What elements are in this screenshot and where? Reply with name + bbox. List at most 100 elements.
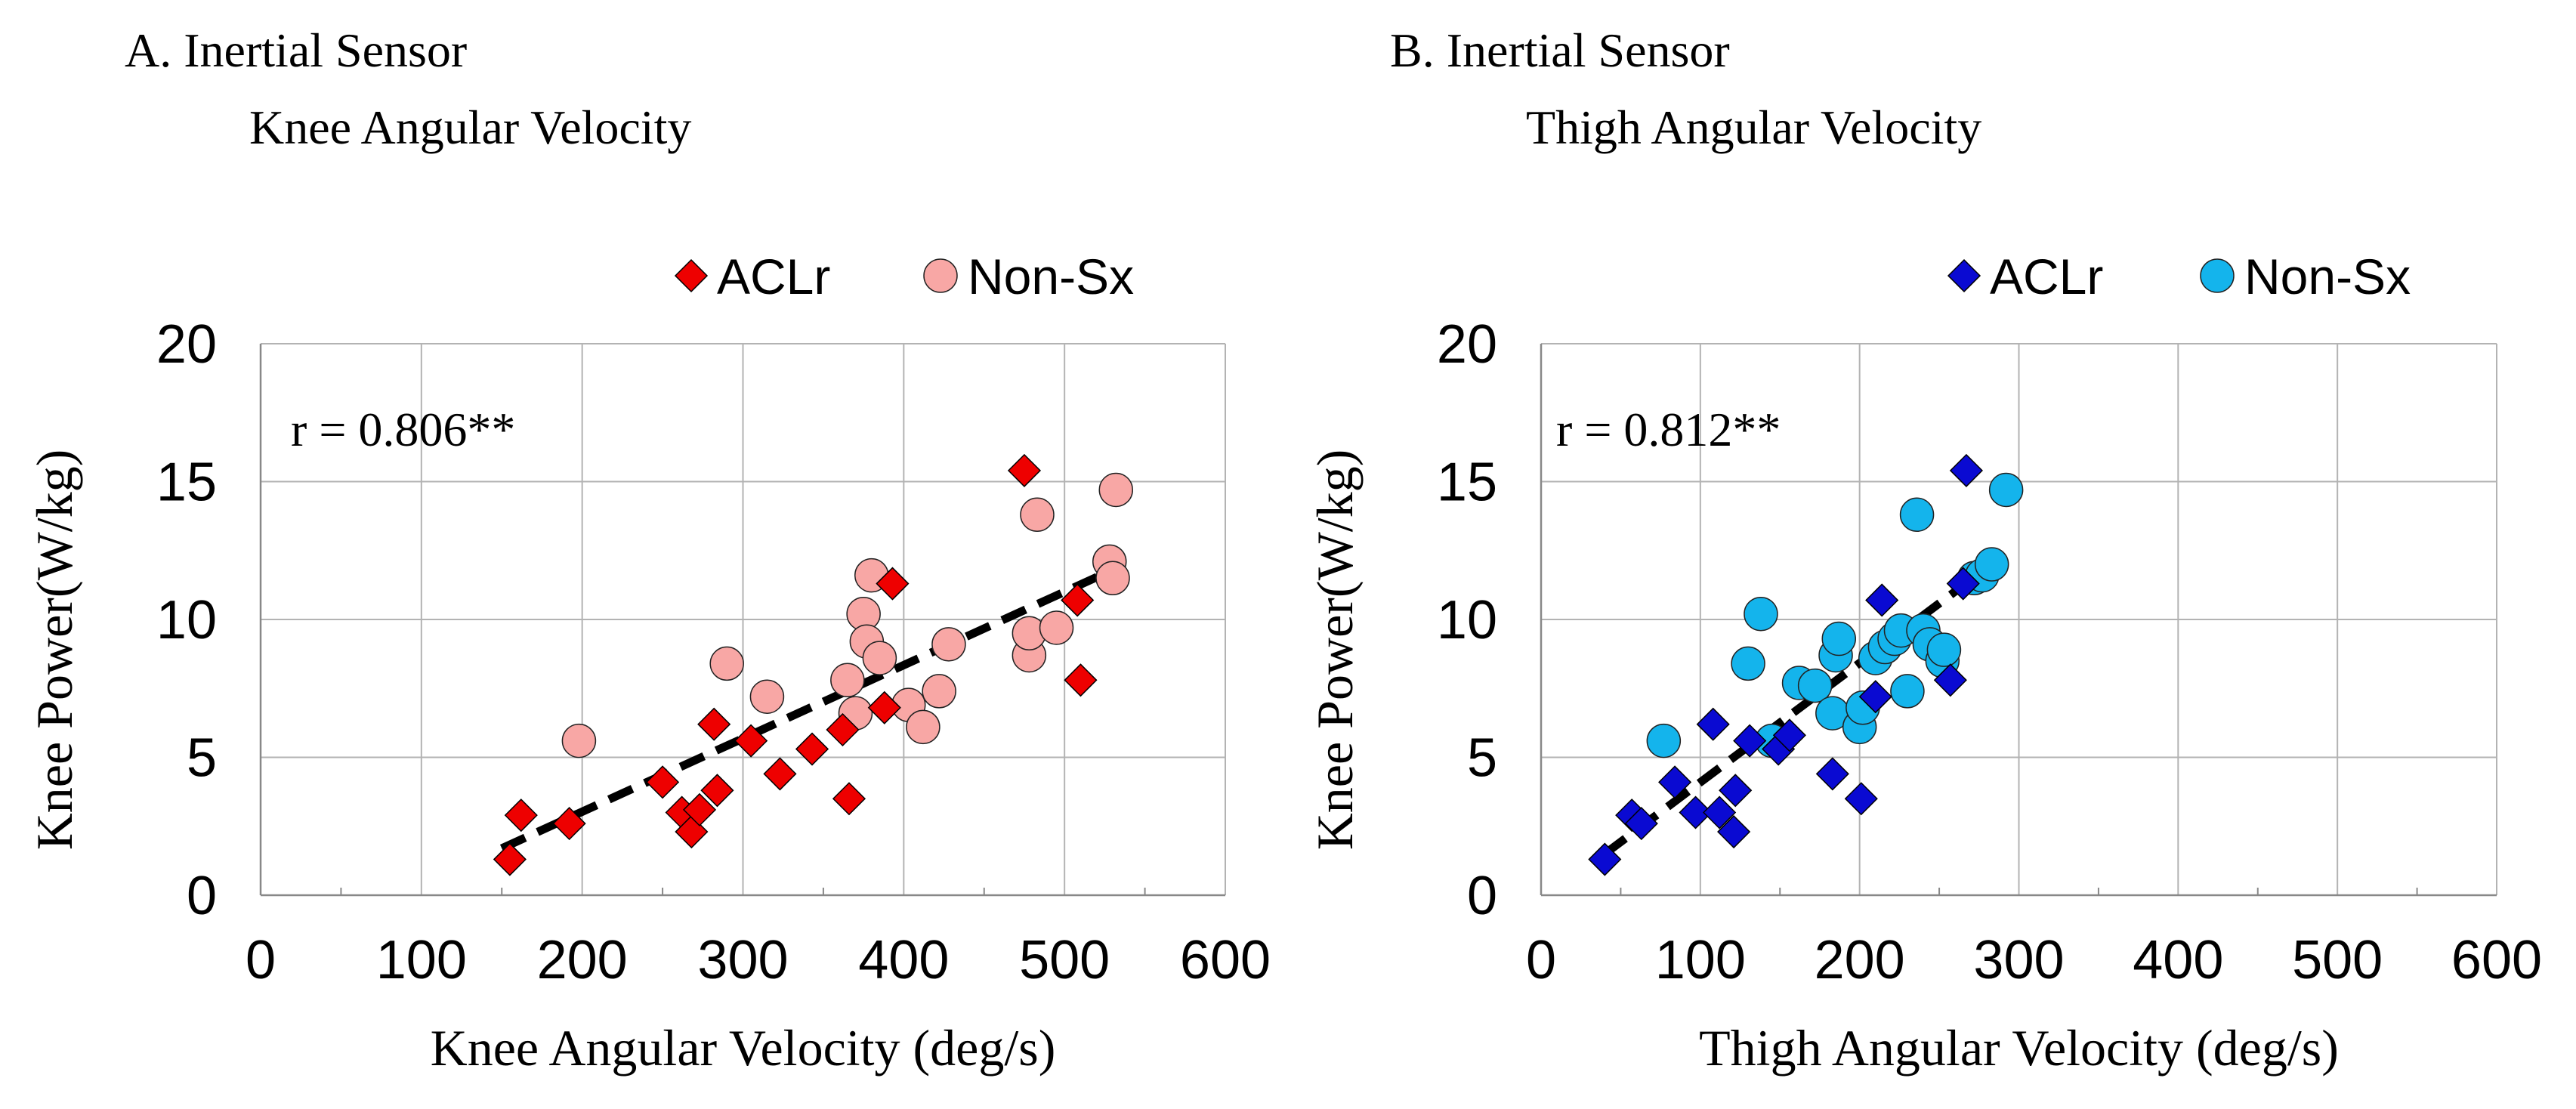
aclr-point	[1844, 782, 1878, 816]
x-tick-label: 600	[2451, 930, 2542, 990]
aclr-point	[1733, 724, 1767, 758]
aclr-point	[1624, 807, 1658, 841]
nonsx-point	[749, 679, 785, 714]
y-tick-label: 10	[156, 590, 217, 650]
legend-nonsx-marker	[2200, 258, 2235, 293]
aclr-point	[1815, 757, 1849, 791]
x-tick-label: 200	[1815, 930, 1905, 990]
nonsx-point	[709, 646, 744, 681]
aclr-point	[1007, 453, 1042, 487]
nonsx-point	[1974, 547, 2009, 582]
aclr-point	[867, 690, 901, 724]
y-tick-label: 0	[187, 866, 217, 926]
y-tick-label: 20	[156, 314, 217, 375]
nonsx-point	[1821, 621, 1857, 656]
aclr-point	[1772, 718, 1806, 752]
nonsx-point	[906, 709, 941, 745]
x-tick-label: 600	[1180, 930, 1271, 990]
aclr-point	[1858, 680, 1892, 714]
nonsx-point	[1926, 632, 1962, 667]
aclr-point	[763, 757, 797, 791]
aclr-point	[1679, 795, 1713, 829]
aclr-point	[876, 567, 910, 601]
legend-aclr-marker	[674, 258, 709, 293]
aclr-point	[682, 792, 717, 826]
aclr-point	[1949, 453, 1983, 487]
nonsx-point	[1039, 610, 1074, 645]
x-tick-label: 100	[1655, 930, 1746, 990]
aclr-point	[1717, 814, 1751, 849]
aclr-point	[734, 724, 768, 758]
nonsx-point	[1646, 723, 1682, 758]
y-tick-label: 15	[1437, 453, 1497, 513]
nonsx-point	[1020, 497, 1055, 533]
x-tick-label: 0	[246, 930, 276, 990]
panel-b-plot-area: 0 100 200 300 400 500 600 0 5 10 15 20 Thigh Angular…	[1306, 249, 2542, 1077]
panel-a-title-line2: Knee Angular Velocity	[249, 100, 691, 154]
panel-b-title-line2: Thigh Angular Velocity	[1526, 100, 1981, 154]
aclr-point	[493, 842, 527, 876]
aclr-point	[832, 782, 866, 816]
y-tick-label: 0	[1467, 866, 1497, 926]
legend-aclr-label: ACLr	[1990, 249, 2103, 304]
x-tick-label: 500	[2292, 930, 2383, 990]
x-axis-title: Knee Angular Velocity (deg/s)	[431, 1019, 1056, 1077]
nonsx-point	[1095, 561, 1130, 595]
x-tick-label: 500	[1019, 930, 1110, 990]
x-tick-label: 200	[537, 930, 628, 990]
aclr-point	[1703, 795, 1737, 829]
panel-b-title-line1: B. Inertial Sensor	[1390, 23, 1730, 77]
panel-b: B. Inertial Sensor Thigh Angular Velocit…	[1306, 23, 2542, 1077]
nonsx-point	[561, 723, 597, 758]
y-tick-label: 5	[1467, 728, 1497, 789]
legend-nonsx-label: Non-Sx	[2244, 249, 2411, 304]
aclr-point	[1865, 583, 1899, 617]
aclr-point	[1588, 842, 1622, 876]
panel-a-title-line1: A. Inertial Sensor	[125, 23, 467, 77]
panel-a-correlation: r = 0.806**	[291, 403, 515, 456]
x-tick-label: 300	[697, 930, 788, 990]
legend-aclr-label: ACLr	[717, 249, 830, 304]
nonsx-point	[1797, 668, 1833, 703]
aclr-point	[697, 707, 731, 741]
aclr-point	[1946, 567, 1980, 601]
nonsx-point	[1988, 472, 2024, 508]
aclr-point	[646, 765, 680, 799]
y-axis-title: Knee Power(W/kg)	[1306, 449, 1364, 851]
y-tick-label: 5	[187, 728, 217, 789]
trend-line	[499, 566, 1115, 852]
nonsx-point	[931, 627, 966, 662]
legend-nonsx-marker	[923, 258, 958, 293]
aclr-point	[1719, 774, 1753, 808]
panel-b-correlation: r = 0.812**	[1556, 403, 1781, 456]
aclr-point	[552, 807, 586, 841]
y-tick-label: 15	[156, 453, 217, 513]
x-tick-label: 0	[1526, 930, 1556, 990]
nonsx-point	[1899, 497, 1935, 533]
aclr-point	[1061, 583, 1095, 617]
legend-nonsx-label: Non-Sx	[968, 249, 1134, 304]
x-tick-label: 100	[376, 930, 467, 990]
legend-aclr-marker	[1947, 258, 1981, 293]
aclr-point	[1658, 765, 1692, 799]
nonsx-point	[830, 663, 865, 698]
y-tick-label: 10	[1437, 590, 1497, 650]
panel-a-plot-area: 0 100 200 300 400 500 600 0 5 10 15 20 Knee Angular …	[26, 249, 1271, 1077]
aclr-point	[1696, 707, 1730, 741]
nonsx-point	[1890, 674, 1925, 709]
aclr-point	[1064, 663, 1098, 697]
nonsx-point	[922, 674, 956, 709]
x-tick-label: 400	[858, 930, 949, 990]
trend-line	[1602, 549, 2009, 857]
aclr-point	[504, 799, 538, 833]
x-axis-title: Thigh Angular Velocity (deg/s)	[1699, 1019, 2339, 1077]
x-tick-label: 400	[2133, 930, 2223, 990]
y-axis-title: Knee Power(W/kg)	[26, 449, 83, 851]
nonsx-point	[1098, 472, 1134, 508]
y-tick-label: 20	[1437, 314, 1497, 375]
x-tick-label: 300	[1973, 930, 2064, 990]
nonsx-point	[1744, 596, 1778, 632]
nonsx-point	[862, 641, 897, 675]
nonsx-point	[1731, 646, 1765, 681]
